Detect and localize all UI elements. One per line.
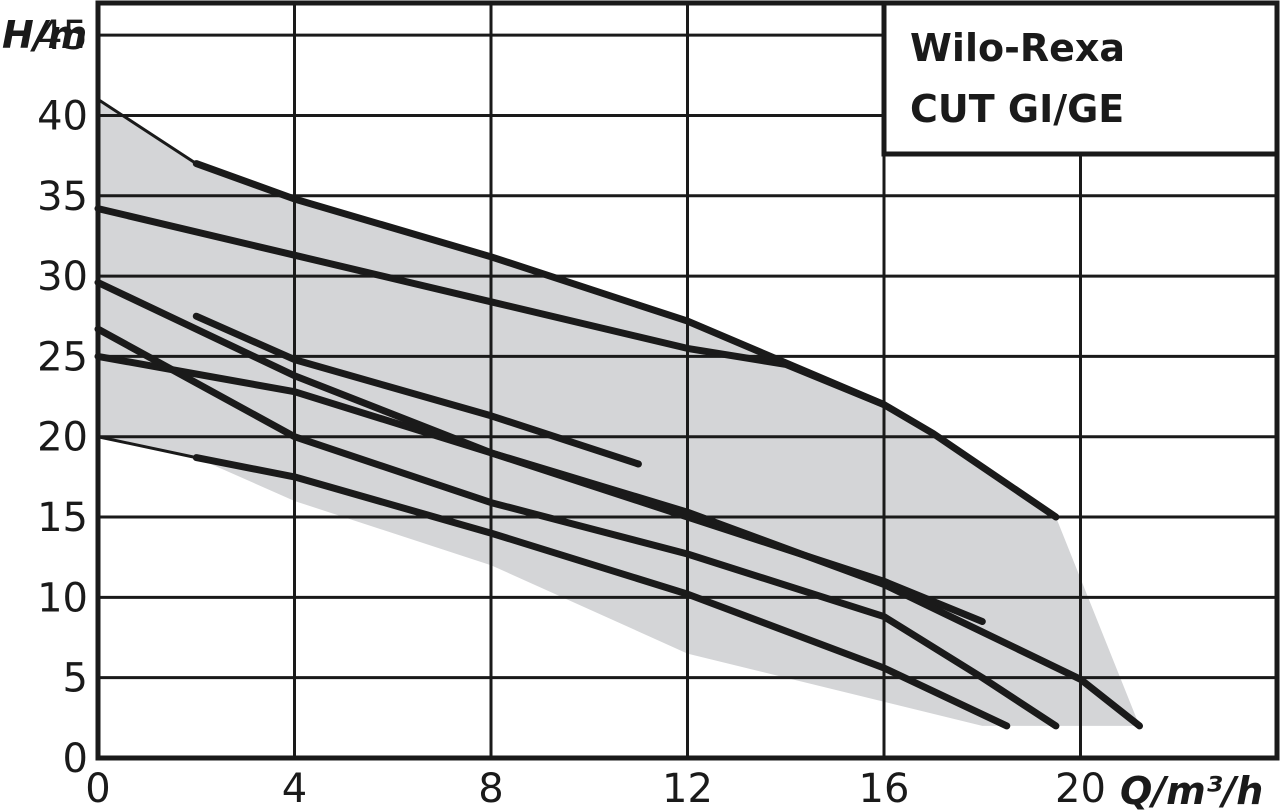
operating-area-fill xyxy=(98,99,1140,726)
y-tick-label-40: 40 xyxy=(37,93,88,139)
x-tick-label-20: 20 xyxy=(1055,766,1106,812)
y-tick-label-0: 0 xyxy=(63,736,88,782)
x-tick-label-12: 12 xyxy=(662,766,713,812)
curves xyxy=(94,160,1143,730)
area-edge-top xyxy=(97,98,198,165)
pump-curve-1 xyxy=(192,160,1060,521)
tick-labels: 0 4 8 12 16 20 0 5 10 15 20 25 30 35 40 45 xyxy=(37,13,1106,812)
pump-curve-2 xyxy=(94,205,888,409)
pump-curve-5 xyxy=(94,352,1143,730)
y-tick-label-35: 35 xyxy=(37,174,88,220)
pump-curve-3 xyxy=(192,312,642,468)
title-box: Wilo-Rexa CUT GI/GE xyxy=(881,0,1280,157)
operating-area xyxy=(98,99,1140,726)
y-tick-label-15: 15 xyxy=(37,495,88,541)
x-tick-label-0: 0 xyxy=(85,766,110,812)
area-edge-bottom xyxy=(97,435,197,460)
y-tick-label-20: 20 xyxy=(37,415,88,461)
y-tick-label-45: 45 xyxy=(37,13,88,59)
x-tick-label-8: 8 xyxy=(478,766,503,812)
x-tick-label-16: 16 xyxy=(859,766,910,812)
y-tick-label-30: 30 xyxy=(37,254,88,300)
title-line-1: Wilo-Rexa xyxy=(910,26,1125,70)
title-box-frame xyxy=(881,0,1280,157)
y-tick-label-25: 25 xyxy=(37,334,88,380)
x-axis-label: Q/m³/h xyxy=(1120,769,1263,812)
pump-curve-7 xyxy=(192,454,1011,730)
y-tick-label-10: 10 xyxy=(37,575,88,621)
title-line-2: CUT GI/GE xyxy=(910,87,1124,131)
y-axis-label: H/m xyxy=(2,13,87,57)
x-tick-label-4: 4 xyxy=(282,766,307,812)
plot-frame xyxy=(95,0,1280,761)
y-tick-label-5: 5 xyxy=(63,656,88,702)
pump-curve-6 xyxy=(94,325,1060,730)
